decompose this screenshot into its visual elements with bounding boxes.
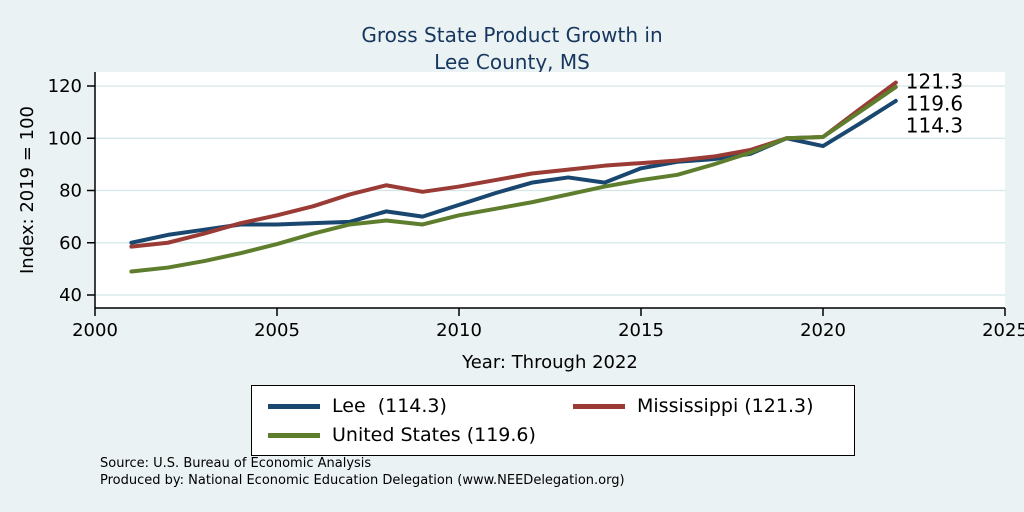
x-tick-label-2015: 2015 <box>618 320 664 341</box>
chart-title-line2: Lee County, MS <box>434 50 590 74</box>
y-axis-title: Index: 2019 = 100 <box>17 106 38 274</box>
chart-title-line1: Gross State Product Growth in <box>361 23 663 47</box>
legend: Lee (114.3) Mississippi (121.3) United Sta… <box>251 385 855 456</box>
x-tick-label-2010: 2010 <box>436 320 482 341</box>
legend-label-mississippi: Mississippi (121.3) <box>637 395 814 417</box>
x-tick-label-2020: 2020 <box>800 320 846 341</box>
chart-title: Gross State Product Growth in Lee County… <box>0 22 1024 76</box>
y-tick-label-80: 80 <box>59 181 82 202</box>
y-tick-label-120: 120 <box>48 76 82 97</box>
x-tick-label-2000: 2000 <box>72 320 118 341</box>
legend-label-us: United States (119.6) <box>332 424 536 446</box>
legend-swatch-us <box>268 432 320 438</box>
series-line-us <box>129 85 898 274</box>
legend-swatch-lee <box>268 403 320 409</box>
x-tick-label-2025: 2025 <box>982 320 1024 341</box>
legend-label-lee: Lee (114.3) <box>332 395 447 417</box>
x-tick-label-2005: 2005 <box>254 320 300 341</box>
end-label-us: 119.6 <box>906 92 963 116</box>
legend-item-mississippi: Mississippi (121.3) <box>573 395 838 417</box>
legend-swatch-mississippi <box>573 403 625 409</box>
legend-item-us: United States (119.6) <box>268 424 563 446</box>
produced-by-note: Produced by: National Economic Education… <box>100 473 625 488</box>
y-tick-label-40: 40 <box>59 285 82 306</box>
footer-notes: Source: U.S. Bureau of Economic Analysis… <box>100 455 625 489</box>
source-note: Source: U.S. Bureau of Economic Analysis <box>100 456 372 471</box>
x-axis-title: Year: Through 2022 <box>462 352 638 373</box>
end-label-lee: 114.3 <box>906 114 963 138</box>
legend-item-lee: Lee (114.3) <box>268 395 563 417</box>
end-label-mississippi: 121.3 <box>906 70 963 94</box>
y-tick-label-60: 60 <box>59 233 82 254</box>
y-tick-label-100: 100 <box>48 128 82 149</box>
